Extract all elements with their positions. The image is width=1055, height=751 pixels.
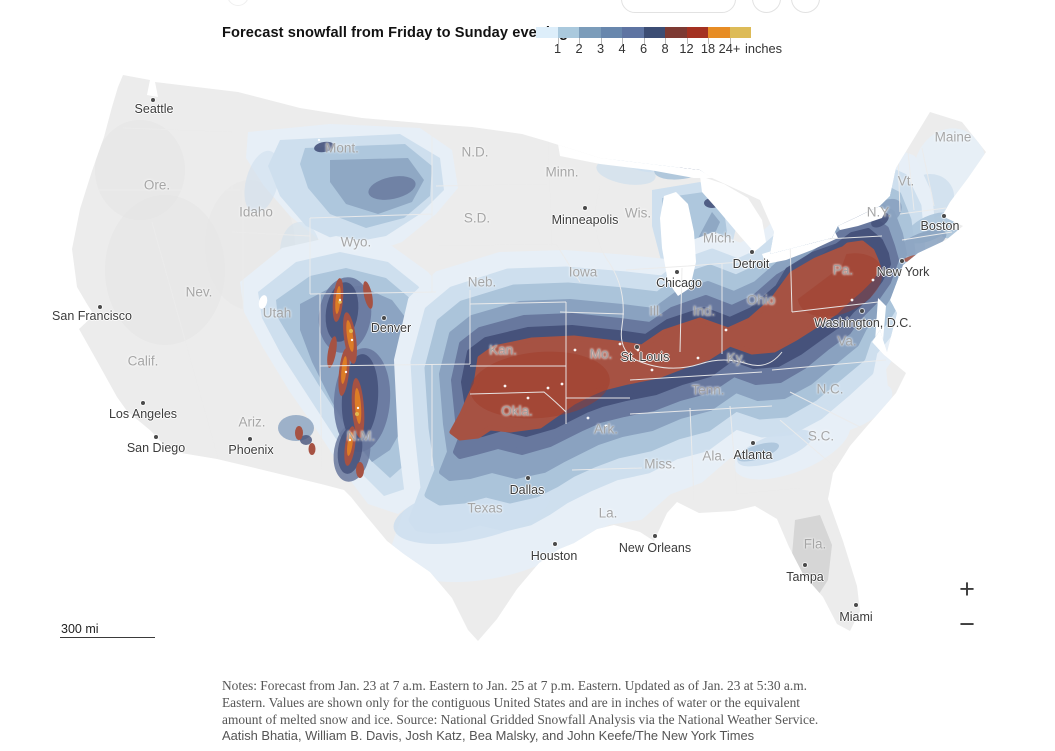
city-dot-seattle [151, 98, 155, 102]
city-dot-denver [382, 316, 386, 320]
legend-segment-3 [579, 27, 601, 38]
legend-tick-label-3: 3 [596, 41, 605, 56]
city-dot-miami [854, 603, 858, 607]
city-dot-new-orleans [653, 534, 657, 538]
legend-tick-label-18: 18 [700, 41, 716, 56]
city-dot-phoenix [248, 437, 252, 441]
scale-label: 300 mi [61, 622, 99, 636]
legend-segment-9 [708, 27, 730, 38]
city-dot-san-diego [154, 435, 158, 439]
legend-tick-label-8: 8 [661, 41, 669, 56]
legend-segment-1 [536, 27, 558, 38]
legend-tick [579, 38, 580, 44]
legend-segment-7 [665, 27, 687, 38]
legend-segment-8 [686, 27, 708, 38]
zoom-in-button[interactable]: + [959, 574, 975, 604]
city-dot-tampa [803, 563, 807, 567]
legend-tick [600, 38, 602, 44]
page-title: Forecast snowfall from Friday to Sunday … [222, 25, 569, 41]
city-dot-detroit [750, 250, 754, 254]
legend-tick-label-6: 6 [639, 41, 648, 56]
legend-color-ramp [536, 27, 751, 38]
scale-line [60, 637, 155, 638]
byline-text: Aatish Bhatia, William B. Davis, Josh Ka… [222, 728, 755, 744]
legend-tick [622, 38, 623, 44]
legend-tick [729, 38, 731, 44]
legend-tick-label-1: 1 [553, 41, 562, 56]
colorado-mountain-maxima [295, 278, 373, 478]
city-dot-new-york [900, 259, 904, 263]
city-dot-houston [553, 542, 557, 546]
legend-tick [708, 38, 709, 44]
legend-tick [686, 38, 688, 44]
legend-segment-4 [600, 27, 622, 38]
city-dot-atlanta [751, 441, 755, 445]
legend-segment-2 [557, 27, 579, 38]
notes-serif-text: Notes: Forecast from Jan. 23 at 7 a.m. E… [222, 678, 819, 727]
city-dot-san-francisco [98, 305, 102, 309]
legend-tick-label-4: 4 [618, 41, 626, 56]
terrain-specks [317, 138, 875, 442]
city-dot-los-angeles [141, 401, 145, 405]
notes-text: Notes: Forecast from Jan. 23 at 7 a.m. E… [222, 678, 826, 744]
city-dot-boston [942, 214, 946, 218]
city-dot-washington-d-c [860, 309, 864, 313]
city-dot-st-louis [635, 345, 639, 349]
city-dot-minneapolis [583, 206, 587, 210]
legend-segment-6 [643, 27, 665, 38]
legend-tick-label-24: 24+ [718, 41, 741, 56]
city-dot-chicago [675, 270, 679, 274]
zoom-out-button[interactable]: − [959, 609, 975, 639]
legend-tick [557, 38, 559, 44]
legend-unit-label: inches [745, 41, 782, 56]
legend-tick-label-2: 2 [575, 41, 583, 56]
legend-tick [665, 38, 666, 44]
legend-tick [643, 38, 645, 44]
legend-segment-5 [622, 27, 644, 38]
city-dot-dallas [526, 476, 530, 480]
state-borders [75, 92, 953, 501]
legend-segment-10 [729, 27, 751, 38]
legend-tick-label-12: 12 [679, 41, 694, 56]
